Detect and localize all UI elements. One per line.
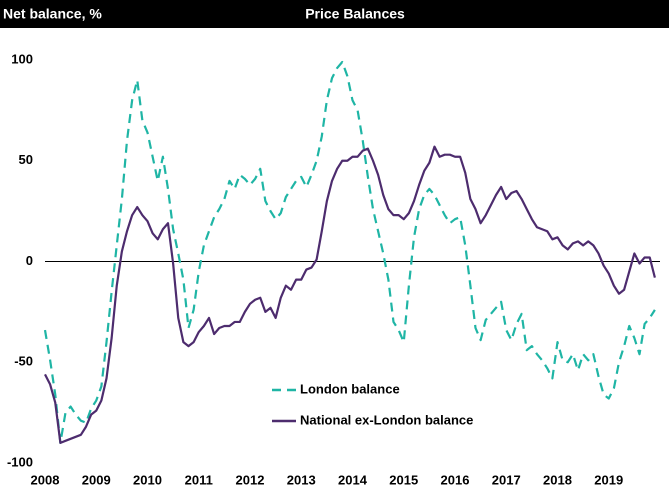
x-tick-label: 2008 — [31, 472, 60, 487]
x-tick-label: 2015 — [389, 472, 418, 487]
y-tick-label: -50 — [14, 354, 33, 369]
legend-label: London balance — [300, 381, 400, 396]
x-tick-label: 2018 — [543, 472, 572, 487]
y-tick-label: 100 — [11, 51, 33, 66]
x-tick-label: 2016 — [441, 472, 470, 487]
x-tick-label: 2011 — [185, 472, 213, 487]
x-tick-label: 2019 — [594, 472, 623, 487]
legend-label: National ex-London balance — [300, 412, 473, 427]
x-tick-label: 2013 — [287, 472, 316, 487]
x-tick-label: 2012 — [236, 472, 265, 487]
chart-title: Price Balances — [305, 6, 405, 22]
series-line — [44, 145, 656, 444]
x-tick-label: 2010 — [133, 472, 162, 487]
series-line — [43, 60, 656, 444]
y-tick-label: 50 — [19, 152, 33, 167]
x-tick-label: 2014 — [338, 472, 368, 487]
y-tick-label: 0 — [26, 253, 33, 268]
x-tick-label: 2017 — [492, 472, 521, 487]
x-tick-label: 2009 — [82, 472, 111, 487]
header-bar — [0, 0, 669, 28]
y-tick-label: -100 — [7, 454, 33, 469]
y-axis-label: Net balance, % — [3, 6, 102, 22]
